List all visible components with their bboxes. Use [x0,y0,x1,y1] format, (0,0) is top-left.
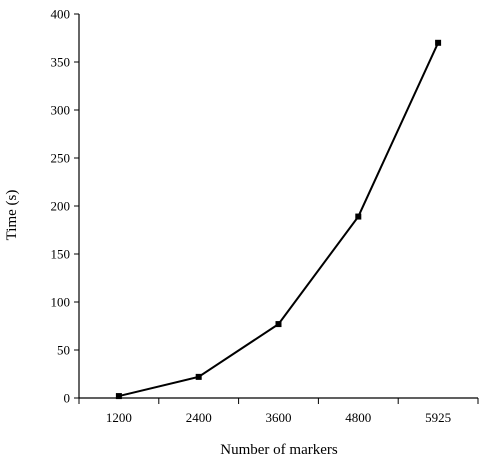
y-tick-label: 0 [64,391,71,406]
data-point [115,393,122,400]
x-tick-label: 4800 [345,410,371,425]
x-tick-label: 1200 [106,410,132,425]
x-tick-label: 2400 [186,410,212,425]
data-point [275,321,282,328]
y-axis-title: Time (s) [4,190,20,241]
data-point [355,213,362,220]
series-line [118,42,440,398]
data-point [195,373,202,380]
x-ticks: 1200 2400 3600 4800 5925 [78,398,479,425]
y-tick-label: 200 [51,199,71,214]
y-tick-label: 150 [51,247,71,262]
x-tick-label: 5925 [425,410,451,425]
x-axis-title: Number of markers [220,442,338,458]
y-tick-label: 300 [51,103,71,118]
y-tick-label: 350 [51,55,71,70]
y-tick-label: 400 [51,7,71,22]
y-tick-label: 250 [51,151,71,166]
y-tick-label: 100 [51,295,71,310]
series-group [115,39,442,400]
x-tick-label: 3600 [266,410,292,425]
y-ticks: 0 50 100 150 200 250 300 350 400 [51,7,79,406]
axes [78,14,478,399]
y-tick-label: 50 [57,343,70,358]
data-point [435,39,442,46]
